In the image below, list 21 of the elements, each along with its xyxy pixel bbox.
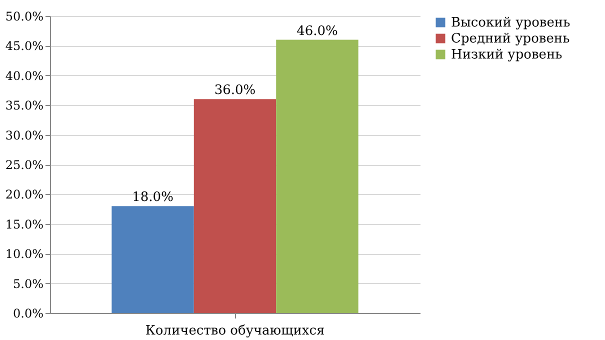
y-tick-label: 10.0% [5, 247, 44, 262]
y-tick-label: 50.0% [5, 10, 44, 24]
y-tick-label: 20.0% [5, 188, 44, 202]
bar [276, 40, 358, 313]
y-tick-label: 15.0% [5, 217, 44, 232]
legend-label: Средний уровень [451, 32, 570, 46]
data-label: 36.0% [214, 83, 256, 98]
y-tick-label: 25.0% [5, 158, 44, 172]
y-tick-label: 35.0% [5, 98, 44, 113]
x-tick-label: Количество обучающихся [145, 324, 325, 338]
y-tick-label: 45.0% [5, 39, 44, 54]
bar [194, 99, 276, 313]
y-tick-label: 40.0% [5, 68, 44, 83]
y-tick-label: 5.0% [13, 276, 44, 291]
bar [112, 206, 194, 313]
y-tick-label: 30.0% [5, 128, 44, 142]
y-tick-label: 0.0% [13, 306, 44, 320]
legend-label: Низкий уровень [451, 48, 562, 62]
data-label: 46.0% [296, 24, 338, 39]
legend-label: Высокий уровень [451, 16, 570, 30]
data-label: 18.0% [132, 190, 174, 206]
